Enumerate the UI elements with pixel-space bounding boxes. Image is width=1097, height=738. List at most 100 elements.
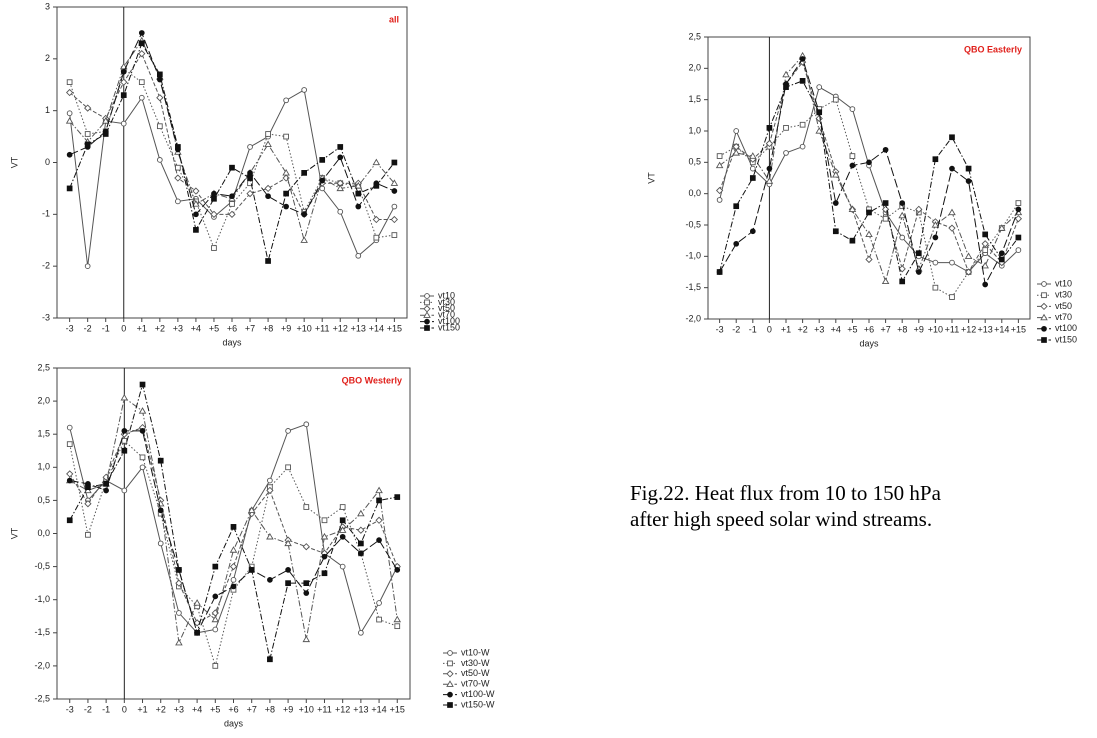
marker bbox=[156, 157, 163, 163]
x-tick-label: +4 bbox=[192, 704, 202, 714]
marker bbox=[716, 269, 723, 275]
marker bbox=[1015, 247, 1022, 253]
marker bbox=[949, 134, 955, 141]
marker bbox=[301, 170, 308, 176]
x-tick-label: +7 bbox=[247, 704, 257, 714]
marker bbox=[120, 120, 127, 127]
marker bbox=[121, 428, 128, 434]
marker bbox=[138, 30, 145, 36]
marker bbox=[355, 190, 362, 197]
marker bbox=[765, 139, 774, 148]
series-line bbox=[719, 57, 1019, 287]
marker bbox=[799, 78, 806, 84]
marker bbox=[211, 245, 217, 251]
legend-marker bbox=[423, 305, 431, 313]
marker bbox=[120, 78, 128, 86]
marker bbox=[302, 635, 311, 643]
marker bbox=[981, 261, 989, 269]
marker bbox=[120, 68, 127, 75]
legend-marker bbox=[424, 293, 430, 299]
marker bbox=[865, 255, 873, 264]
x-tick-label: +5 bbox=[209, 323, 219, 333]
marker bbox=[866, 159, 872, 166]
marker bbox=[211, 190, 217, 197]
y-tick-label: -1,5 bbox=[685, 282, 701, 292]
marker bbox=[394, 494, 401, 500]
marker bbox=[339, 533, 346, 540]
marker bbox=[321, 553, 328, 560]
x-tick-label: +11 bbox=[315, 323, 330, 333]
marker bbox=[176, 610, 182, 616]
marker bbox=[865, 230, 873, 238]
marker bbox=[733, 203, 740, 210]
y-tick-label: 1,5 bbox=[37, 429, 50, 439]
x-tick-label: +7 bbox=[880, 324, 890, 334]
x-tick-label: -2 bbox=[84, 704, 92, 714]
x-tick-label: +2 bbox=[156, 704, 166, 714]
legend-label: vt100 bbox=[1055, 323, 1077, 333]
marker bbox=[965, 178, 972, 184]
marker bbox=[915, 269, 922, 275]
marker bbox=[193, 227, 199, 233]
y-tick-label: -0,5 bbox=[34, 561, 50, 571]
marker bbox=[229, 546, 238, 553]
marker bbox=[138, 407, 147, 414]
marker bbox=[85, 531, 91, 538]
marker bbox=[375, 486, 383, 494]
marker bbox=[733, 240, 740, 247]
marker bbox=[394, 567, 401, 573]
marker bbox=[982, 281, 989, 288]
x-tick-label: +2 bbox=[797, 324, 807, 334]
legend-label: vt50 bbox=[438, 303, 455, 313]
marker bbox=[84, 104, 92, 112]
marker bbox=[229, 193, 235, 200]
marker bbox=[265, 258, 271, 264]
marker bbox=[981, 240, 989, 248]
marker bbox=[211, 195, 217, 202]
marker bbox=[139, 454, 146, 461]
y-tick-label: 3 bbox=[45, 1, 50, 11]
legend-label: vt70 bbox=[438, 310, 455, 320]
series-line bbox=[719, 86, 1019, 273]
series-line bbox=[719, 80, 1019, 283]
marker bbox=[212, 593, 219, 600]
marker bbox=[320, 532, 329, 540]
marker bbox=[391, 159, 398, 166]
marker bbox=[138, 40, 145, 47]
series-line bbox=[69, 384, 398, 660]
marker bbox=[715, 186, 724, 195]
legend-marker bbox=[424, 325, 430, 331]
legend-marker bbox=[447, 691, 453, 698]
marker bbox=[266, 486, 274, 495]
marker bbox=[175, 579, 183, 587]
marker bbox=[121, 447, 128, 454]
marker bbox=[372, 215, 380, 224]
marker bbox=[229, 164, 235, 171]
marker bbox=[157, 540, 164, 547]
legend-marker bbox=[1041, 292, 1047, 299]
marker bbox=[65, 117, 74, 124]
x-tick-label: +8 bbox=[897, 324, 907, 334]
marker bbox=[766, 165, 773, 172]
x-tick-label: +15 bbox=[1011, 324, 1026, 334]
marker bbox=[998, 256, 1005, 263]
marker bbox=[285, 464, 291, 471]
y-tick-label: 1,0 bbox=[37, 462, 50, 472]
marker bbox=[358, 629, 364, 636]
marker bbox=[799, 143, 806, 150]
marker bbox=[174, 174, 182, 182]
marker bbox=[321, 570, 328, 577]
marker bbox=[156, 94, 164, 102]
marker bbox=[193, 211, 199, 218]
marker bbox=[264, 184, 272, 193]
x-tick-label: +6 bbox=[228, 704, 238, 714]
marker bbox=[376, 616, 382, 623]
marker bbox=[139, 428, 146, 434]
legend-label: vt100 bbox=[438, 316, 460, 326]
y-tick-label: 1,5 bbox=[688, 94, 701, 104]
marker bbox=[246, 189, 254, 198]
marker bbox=[265, 193, 271, 200]
y-tick-label: 1 bbox=[45, 105, 50, 115]
marker bbox=[101, 117, 110, 124]
marker bbox=[282, 168, 290, 176]
